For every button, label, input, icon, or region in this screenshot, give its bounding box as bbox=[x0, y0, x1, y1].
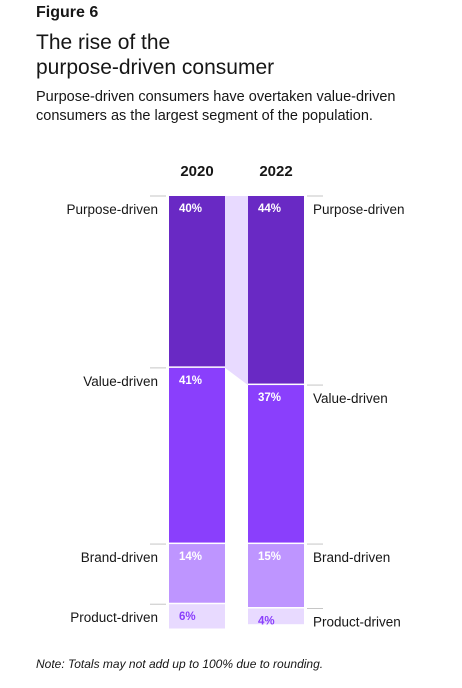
figure-label: Figure 6 bbox=[36, 4, 99, 21]
category-label-right-purpose-driven: Purpose-driven bbox=[313, 202, 405, 217]
category-label-left-value-driven: Value-driven bbox=[83, 374, 158, 389]
year-label-2020: 2020 bbox=[180, 163, 213, 180]
bar-2022-product-driven bbox=[248, 608, 304, 625]
value-label-2022-product-driven: 4% bbox=[258, 616, 275, 628]
bar-2020-product-driven bbox=[169, 604, 225, 629]
value-label-2020-purpose-driven: 40% bbox=[179, 203, 202, 215]
bar-2020-brand-driven bbox=[169, 544, 225, 603]
category-label-right-brand-driven: Brand-driven bbox=[313, 550, 390, 565]
bar-2022-purpose-driven bbox=[248, 196, 304, 384]
value-label-2022-purpose-driven: 44% bbox=[258, 203, 281, 215]
bar-2020-purpose-driven bbox=[169, 196, 225, 367]
category-label-right-value-driven: Value-driven bbox=[313, 391, 388, 406]
category-label-right-product-driven: Product-driven bbox=[313, 615, 401, 630]
value-label-2020-brand-driven: 14% bbox=[179, 551, 202, 563]
title-line-1: The rise of the bbox=[36, 31, 171, 54]
year-label-2022: 2022 bbox=[259, 163, 292, 180]
chart-title: The rise of the purpose-driven consumer bbox=[36, 30, 436, 80]
chart-subtitle: Purpose-driven consumers have overtaken … bbox=[36, 89, 396, 124]
value-label-2022-brand-driven: 15% bbox=[258, 551, 281, 563]
rounding-note: Note: Totals may not add up to 100% due … bbox=[36, 657, 324, 671]
title-line-2: purpose-driven consumer bbox=[36, 56, 275, 79]
value-label-2020-value-driven: 41% bbox=[179, 375, 202, 387]
value-label-2020-product-driven: 6% bbox=[179, 611, 196, 623]
category-label-left-brand-driven: Brand-driven bbox=[81, 550, 158, 565]
category-label-left-product-driven: Product-driven bbox=[70, 610, 158, 625]
connector-band-purpose bbox=[225, 196, 248, 386]
bar-2022-value-driven bbox=[248, 385, 304, 543]
bar-2022-brand-driven bbox=[248, 544, 304, 608]
bar-2020-value-driven bbox=[169, 367, 225, 543]
category-label-left-purpose-driven: Purpose-driven bbox=[66, 202, 158, 217]
value-label-2022-value-driven: 37% bbox=[258, 392, 281, 404]
stacked-bar-chart: 2020 40% 41% 14% 6% 2022 44% 37% 15% 4% Purpose-dr… bbox=[66, 163, 405, 630]
